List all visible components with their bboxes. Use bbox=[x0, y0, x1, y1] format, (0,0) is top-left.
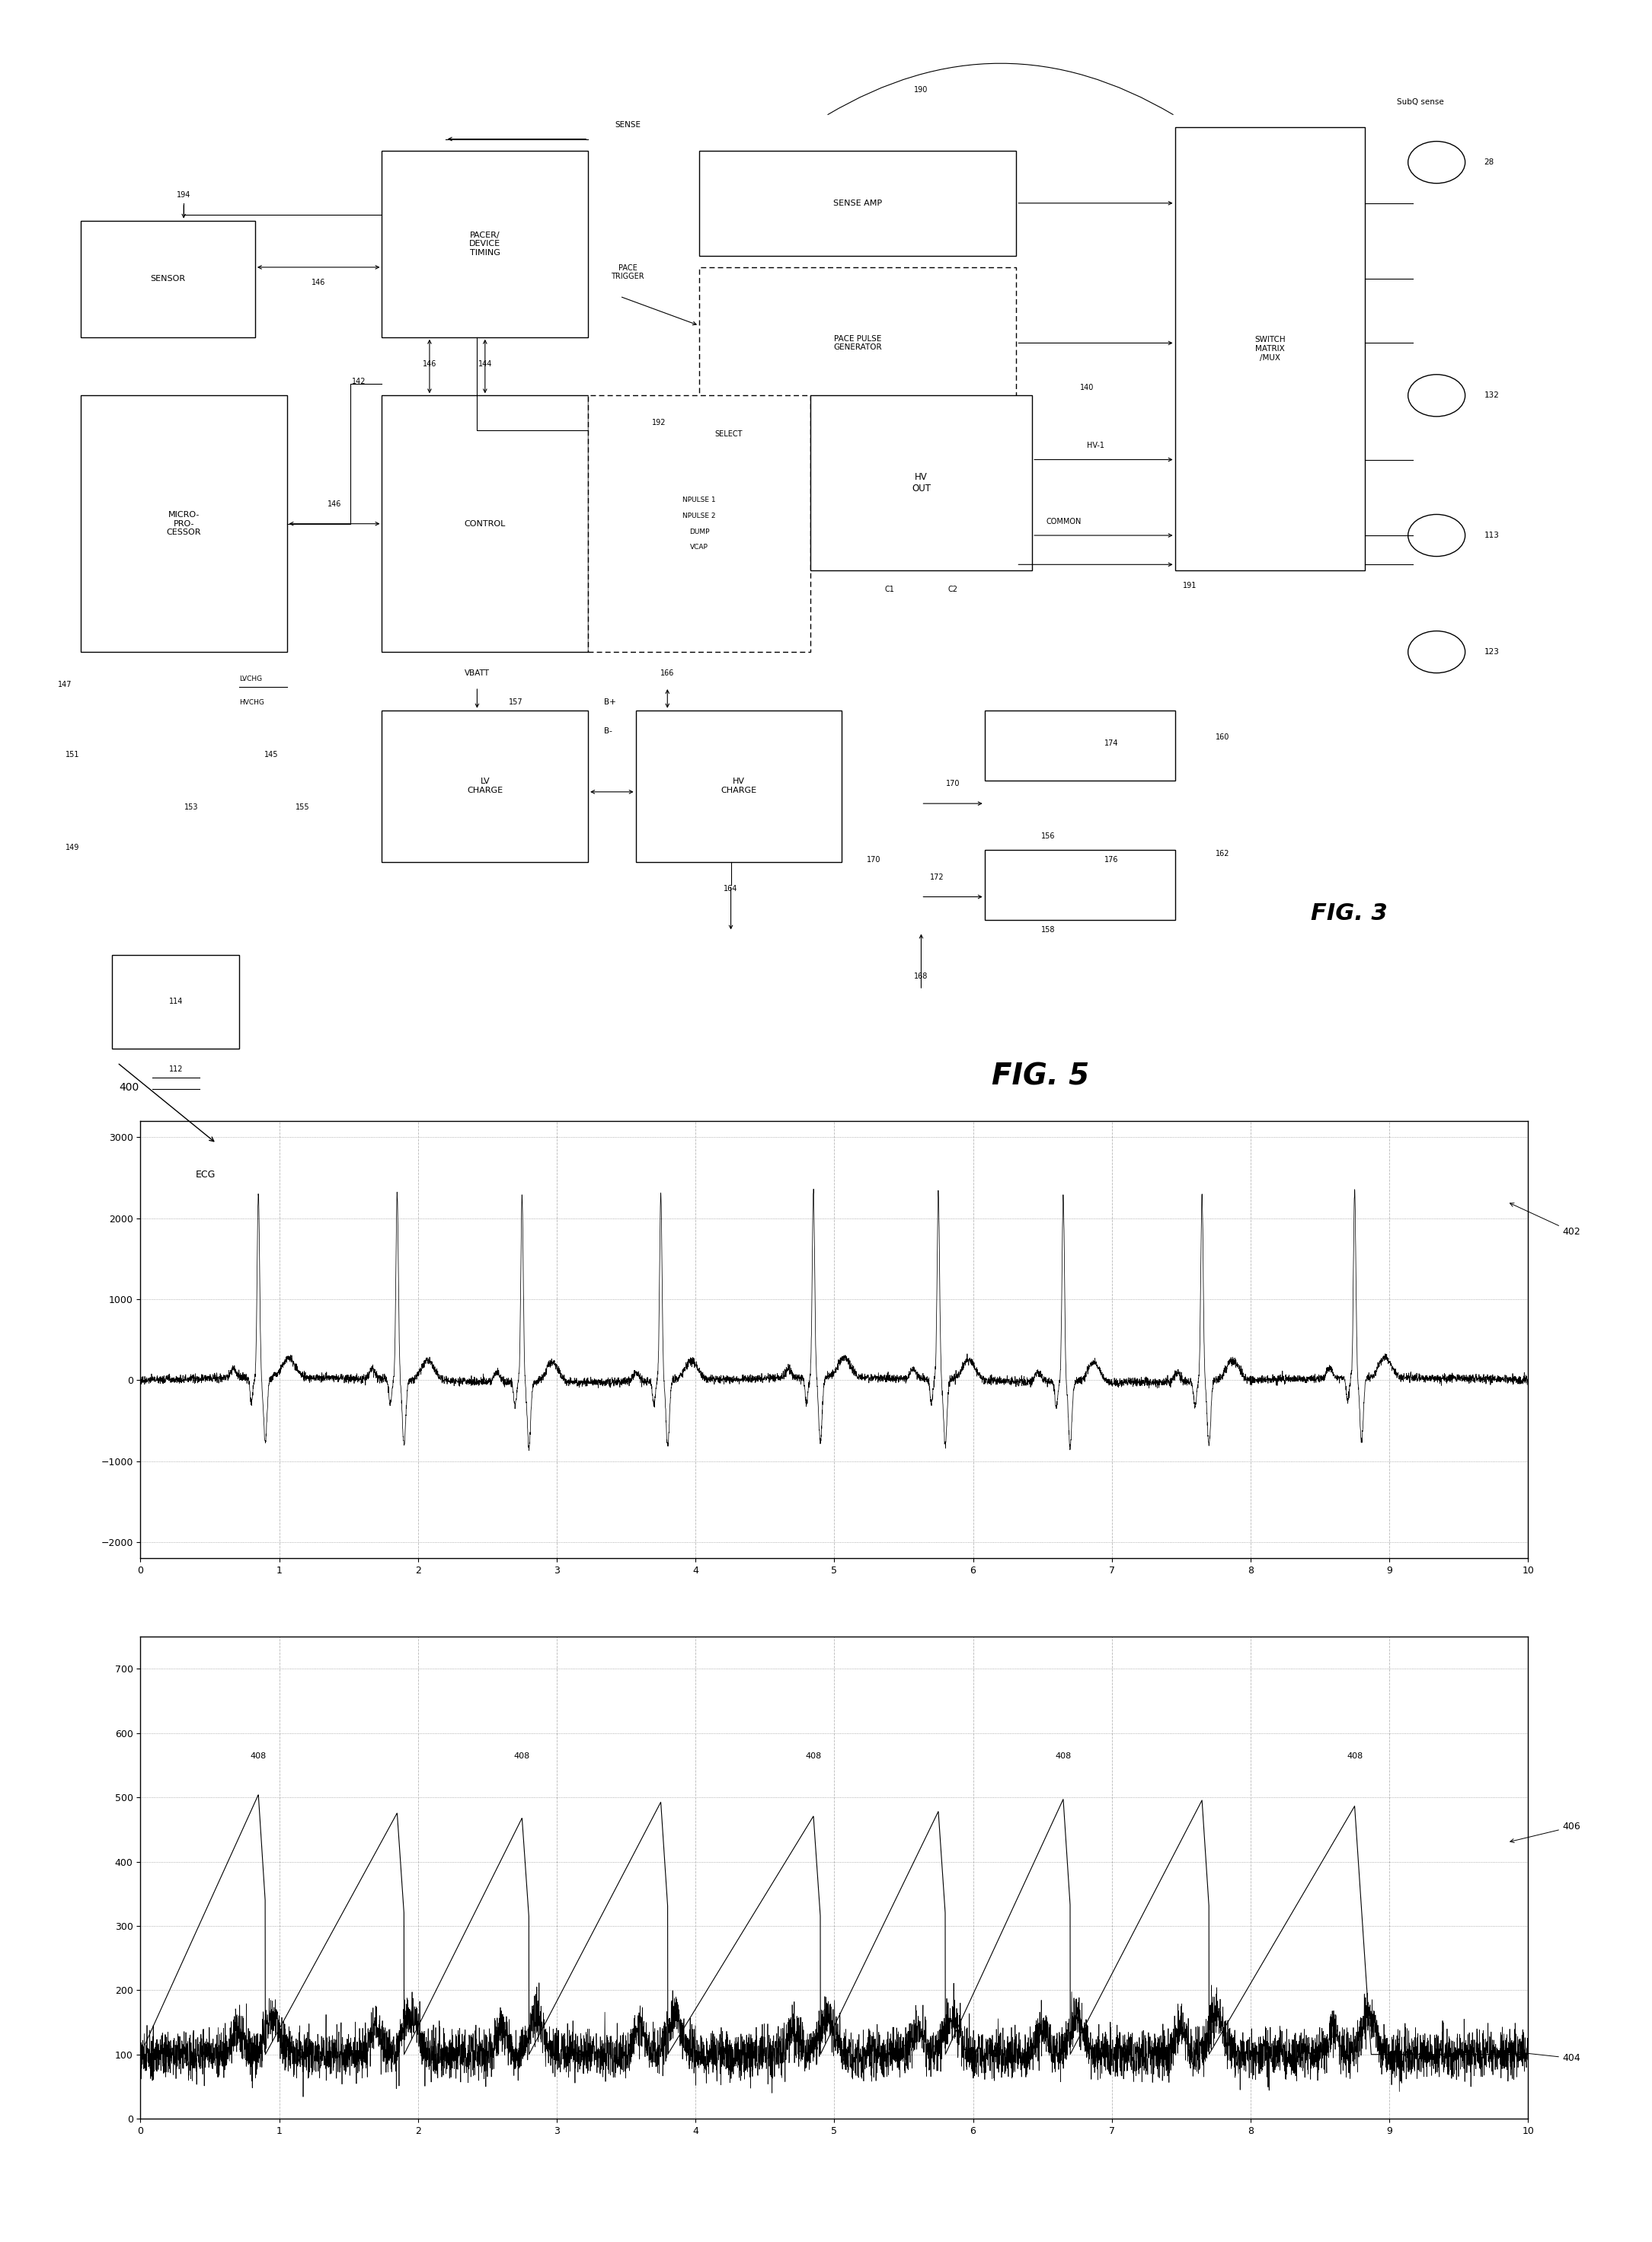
Bar bbox=[699, 267, 1016, 419]
Text: PACE PULSE
GENERATOR: PACE PULSE GENERATOR bbox=[834, 334, 882, 352]
Text: SENSE AMP: SENSE AMP bbox=[833, 200, 882, 206]
Text: 149: 149 bbox=[66, 843, 79, 852]
Text: 146: 146 bbox=[327, 500, 342, 507]
Text: SELECT: SELECT bbox=[715, 430, 743, 437]
Text: MICRO-
PRO-
CESSOR: MICRO- PRO- CESSOR bbox=[167, 511, 202, 536]
Text: SENSE: SENSE bbox=[615, 121, 641, 128]
Text: 190: 190 bbox=[914, 85, 928, 94]
Text: ECG: ECG bbox=[197, 1170, 216, 1179]
Text: 406: 406 bbox=[1510, 1823, 1581, 1843]
Bar bbox=[699, 150, 1016, 256]
Text: C2: C2 bbox=[948, 585, 958, 592]
Text: HV
CHARGE: HV CHARGE bbox=[720, 778, 757, 794]
FancyArrowPatch shape bbox=[828, 63, 1173, 114]
Text: PACER/
DEVICE
TIMING: PACER/ DEVICE TIMING bbox=[469, 231, 501, 256]
Text: 145: 145 bbox=[264, 751, 278, 758]
Text: 404: 404 bbox=[1510, 2049, 1581, 2063]
Text: SENSOR: SENSOR bbox=[150, 276, 185, 282]
Text: 140: 140 bbox=[1080, 383, 1094, 390]
Text: 160: 160 bbox=[1216, 733, 1229, 740]
Text: NPULSE 1

NPULSE 2

DUMP

VCAP: NPULSE 1 NPULSE 2 DUMP VCAP bbox=[682, 495, 715, 552]
Bar bbox=[809, 395, 1032, 569]
Bar bbox=[382, 711, 588, 861]
Text: 170: 170 bbox=[947, 780, 960, 787]
Text: B+: B+ bbox=[605, 697, 616, 706]
Text: 168: 168 bbox=[914, 973, 928, 980]
Text: HV
OUT: HV OUT bbox=[912, 473, 930, 493]
Text: 174: 174 bbox=[1105, 740, 1118, 747]
Text: 112: 112 bbox=[169, 1065, 183, 1074]
Text: 176: 176 bbox=[1105, 856, 1118, 863]
Text: 156: 156 bbox=[1041, 832, 1056, 841]
Bar bbox=[985, 711, 1175, 780]
Text: 408: 408 bbox=[251, 1753, 266, 1760]
Bar bbox=[81, 220, 254, 336]
Text: CONTROL: CONTROL bbox=[464, 520, 506, 527]
Text: 194: 194 bbox=[177, 191, 190, 200]
Text: SWITCH
MATRIX
/MUX: SWITCH MATRIX /MUX bbox=[1254, 336, 1285, 361]
Text: B-: B- bbox=[605, 726, 613, 735]
Text: 408: 408 bbox=[514, 1753, 530, 1760]
Bar bbox=[382, 395, 588, 652]
Text: 155: 155 bbox=[296, 803, 309, 812]
Text: FIG. 5: FIG. 5 bbox=[991, 1063, 1090, 1090]
Text: 157: 157 bbox=[509, 697, 524, 706]
Text: 400: 400 bbox=[119, 1083, 139, 1092]
Text: 408: 408 bbox=[1346, 1753, 1363, 1760]
Bar bbox=[636, 711, 843, 861]
Text: C1: C1 bbox=[884, 585, 894, 592]
Text: 402: 402 bbox=[1510, 1204, 1581, 1238]
Text: 162: 162 bbox=[1216, 850, 1229, 856]
Text: 146: 146 bbox=[312, 278, 325, 287]
Text: 166: 166 bbox=[661, 668, 674, 677]
Text: 191: 191 bbox=[1183, 581, 1196, 590]
Text: 28: 28 bbox=[1483, 159, 1495, 166]
Text: 151: 151 bbox=[66, 751, 79, 758]
Text: SubQ sense: SubQ sense bbox=[1398, 99, 1444, 105]
Text: 408: 408 bbox=[806, 1753, 821, 1760]
Text: 170: 170 bbox=[867, 856, 881, 863]
Bar bbox=[588, 395, 809, 652]
Text: COMMON: COMMON bbox=[1046, 518, 1082, 525]
Text: HV-1: HV-1 bbox=[1087, 442, 1105, 448]
Text: LVCHG: LVCHG bbox=[240, 675, 263, 682]
Text: FIG. 3: FIG. 3 bbox=[1312, 904, 1388, 924]
Text: 113: 113 bbox=[1483, 531, 1500, 538]
Text: 192: 192 bbox=[651, 419, 666, 426]
Text: 132: 132 bbox=[1483, 392, 1500, 399]
Text: 172: 172 bbox=[930, 872, 943, 881]
Text: HVCHG: HVCHG bbox=[240, 700, 264, 706]
Text: 146: 146 bbox=[423, 361, 436, 368]
Text: 158: 158 bbox=[1041, 926, 1056, 933]
Text: 153: 153 bbox=[185, 803, 198, 812]
Text: 123: 123 bbox=[1483, 648, 1500, 655]
Bar bbox=[985, 850, 1175, 919]
Text: 164: 164 bbox=[724, 886, 738, 892]
Text: 144: 144 bbox=[477, 361, 492, 368]
Text: 114: 114 bbox=[169, 998, 183, 1004]
Text: LV
CHARGE: LV CHARGE bbox=[468, 778, 502, 794]
Bar bbox=[1175, 128, 1365, 569]
Bar bbox=[81, 395, 287, 652]
Bar bbox=[112, 955, 240, 1049]
Text: VBATT: VBATT bbox=[464, 668, 489, 677]
Text: 142: 142 bbox=[352, 377, 367, 386]
Bar bbox=[382, 150, 588, 336]
Text: 408: 408 bbox=[1056, 1753, 1070, 1760]
Text: 147: 147 bbox=[58, 682, 71, 688]
Text: PACE
TRIGGER: PACE TRIGGER bbox=[611, 265, 644, 280]
